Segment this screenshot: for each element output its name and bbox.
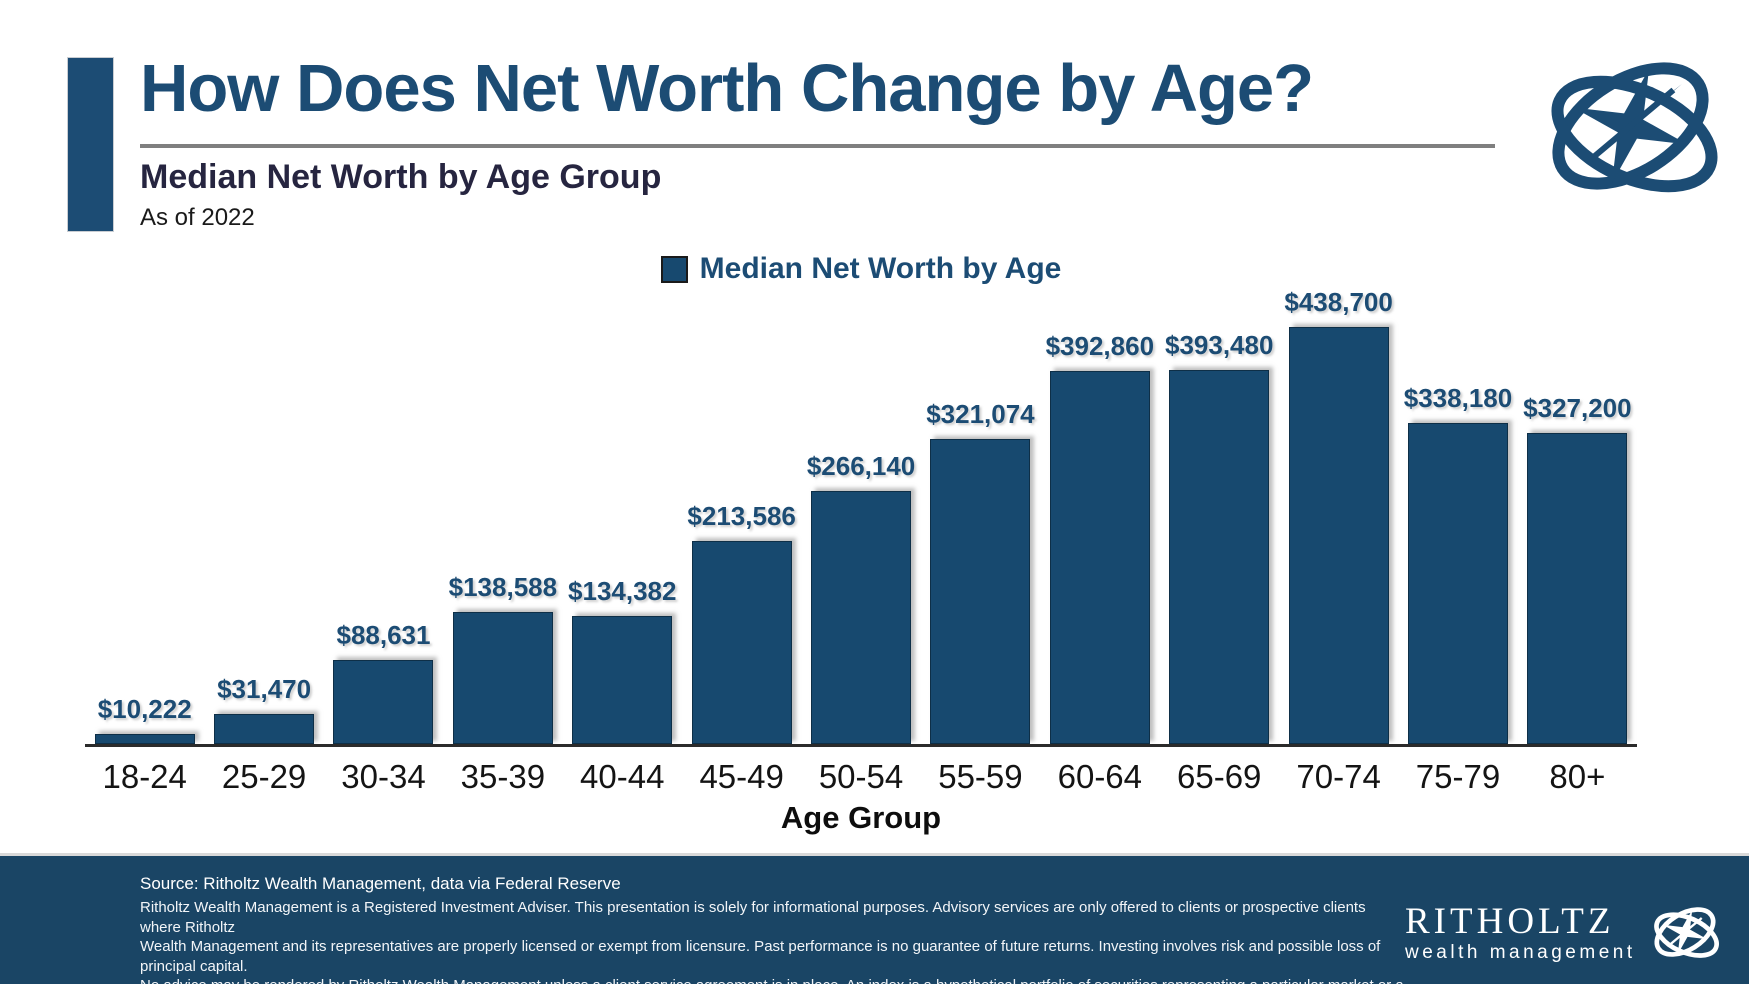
bar-column: $138,588	[443, 572, 562, 744]
legend-label: Median Net Worth by Age	[699, 252, 1062, 285]
x-tick-label: 50-54	[818, 758, 904, 795]
x-tick-label: 25-29	[221, 758, 307, 795]
bar	[811, 491, 912, 744]
chart-legend: Median Net Worth by Age	[85, 252, 1637, 286]
bar-value-label: $438,700	[1284, 287, 1393, 317]
ritholtz-compass-logo-icon	[1551, 62, 1718, 193]
bar-value-label: $266,140	[806, 451, 916, 481]
x-tick-label: 30-34	[341, 758, 426, 795]
bar-value-label: $31,470	[217, 674, 312, 705]
bar-column: $213,586	[682, 501, 801, 744]
bar	[214, 714, 315, 744]
x-tick-label: 55-59	[938, 758, 1023, 795]
bar-value-label: $393,480	[1164, 330, 1274, 360]
chart-subtitle: Median Net Worth by Age Group	[140, 158, 662, 196]
disclaimer-line: Ritholtz Wealth Management is a Register…	[140, 899, 1366, 936]
ritholtz-compass-logo-white-icon	[1653, 907, 1719, 958]
bar-value-label: $321,074	[926, 398, 1035, 429]
bar	[1169, 370, 1270, 744]
bar-value-label: $338,180	[1403, 382, 1513, 413]
bar-column: $327,200	[1518, 393, 1637, 744]
bar	[572, 616, 673, 744]
bar	[691, 541, 792, 744]
ritholtz-wordmark-logo: RITHOLTZ wealth management	[1405, 896, 1724, 968]
bar-column: $338,180	[1398, 382, 1517, 744]
bar	[1049, 370, 1150, 744]
title-accent-bar	[67, 57, 114, 232]
bar-value-label: $10,222	[97, 694, 192, 725]
bar-column: $393,480	[1160, 330, 1279, 744]
legend-swatch-icon	[660, 255, 688, 283]
disclaimer-line: No advice may be rendered by Ritholtz We…	[140, 976, 1410, 984]
x-tick-label: 45-49	[699, 758, 784, 795]
bar	[1527, 433, 1628, 744]
x-tick-label: 75-79	[1415, 758, 1501, 795]
bar-value-label: $327,200	[1523, 393, 1632, 423]
bar	[1407, 422, 1508, 744]
disclaimer-text: Ritholtz Wealth Management is a Register…	[140, 898, 1410, 984]
bar-column: $10,222	[85, 694, 204, 744]
bar-column: $134,382	[563, 576, 682, 744]
bar-column: $321,074	[921, 399, 1040, 744]
bar-value-label: $134,382	[568, 576, 677, 607]
x-axis-line	[85, 744, 1637, 747]
bar-column: $392,860	[1040, 331, 1159, 744]
bar-value-label: $213,586	[687, 501, 796, 531]
bar-value-label: $88,631	[336, 619, 431, 650]
x-tick-label: 80+	[1549, 758, 1606, 795]
source-note: Source: Ritholtz Wealth Management, data…	[140, 874, 621, 893]
bar	[1288, 327, 1389, 744]
x-tick-label: 35-39	[460, 758, 546, 795]
x-tick-label: 40-44	[580, 758, 665, 795]
bar-column: $88,631	[324, 620, 443, 744]
bar	[452, 612, 553, 744]
bar	[333, 659, 434, 744]
footer: Source: Ritholtz Wealth Management, data…	[0, 853, 1749, 984]
logo-name: RITHOLTZ	[1405, 900, 1615, 942]
x-tick-label: 70-74	[1296, 758, 1381, 795]
bar-value-label: $138,588	[448, 572, 558, 603]
bar	[94, 734, 195, 744]
x-tick-label: 18-24	[102, 758, 187, 795]
x-axis-title: Age Group	[780, 800, 942, 835]
page-title: How Does Net Worth Change by Age?	[140, 51, 1314, 126]
x-tick-label: 60-64	[1057, 758, 1143, 795]
as-of-date: As of 2022	[140, 204, 255, 231]
bar-column: $266,140	[801, 451, 920, 744]
bar	[930, 438, 1031, 744]
bar-column: $438,700	[1279, 287, 1398, 744]
disclaimer-line: Wealth Management and its representative…	[140, 938, 1381, 975]
bar-column: $31,470	[204, 674, 323, 744]
x-tick-row: 18-24 25-29 30-34 35-39 40-44 45-49 50-54 55-59…	[85, 758, 1637, 796]
plot-columns: $10,222 $31,470 $88,631 $138,588 $134,382 $21…	[85, 280, 1637, 744]
title-divider	[140, 144, 1495, 148]
bar-value-label: $392,860	[1045, 330, 1155, 361]
x-tick-label: 65-69	[1177, 758, 1262, 795]
logo-tagline: wealth management	[1405, 941, 1636, 963]
